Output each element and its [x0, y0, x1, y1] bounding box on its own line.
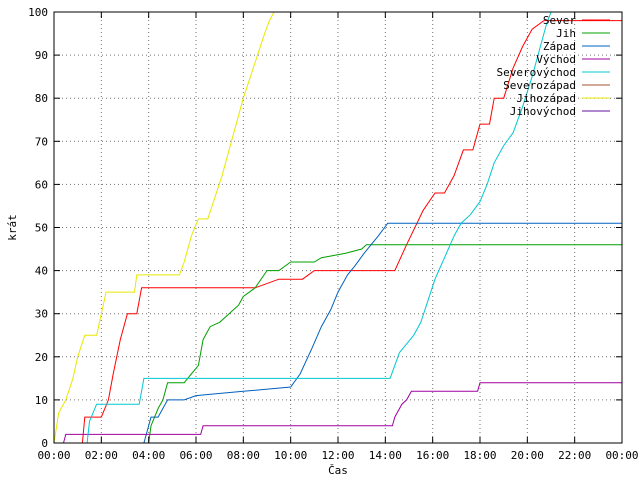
- y-tick-label: 90: [35, 49, 48, 62]
- legend-label: Severozápad: [503, 79, 576, 92]
- y-tick-label: 80: [35, 92, 48, 105]
- series-line-2: [143, 222, 622, 444]
- y-tick-label: 60: [35, 178, 48, 191]
- x-tick-label: 04:00: [132, 449, 165, 462]
- series-line-0: [81, 20, 622, 444]
- y-tick-label: 30: [35, 308, 48, 321]
- legend-label: Jih: [556, 27, 576, 40]
- legend-label: Západ: [543, 40, 576, 53]
- legend-label: Jihovýchod: [510, 105, 576, 118]
- x-tick-label: 20:00: [511, 449, 544, 462]
- y-tick-label: 0: [41, 437, 48, 450]
- series-line-4: [86, 11, 552, 444]
- x-tick-label: 22:00: [558, 449, 591, 462]
- y-tick-label: 20: [35, 351, 48, 364]
- x-tick-label: 14:00: [369, 449, 402, 462]
- y-tick-label: 10: [35, 394, 48, 407]
- x-axis-title: Čas: [328, 464, 348, 477]
- x-tick-label: 18:00: [463, 449, 496, 462]
- x-tick-label: 10:00: [274, 449, 307, 462]
- x-tick-label: 00:00: [37, 449, 70, 462]
- y-tick-label: 100: [28, 6, 48, 19]
- x-tick-label: 08:00: [227, 449, 260, 462]
- legend-label: Severovýchod: [497, 66, 576, 79]
- legend-label: Jihozápad: [516, 92, 576, 105]
- x-tick-label: 12:00: [321, 449, 354, 462]
- legend-label: Východ: [536, 53, 576, 66]
- x-tick-label: 00:00: [605, 449, 638, 462]
- y-tick-label: 50: [35, 222, 48, 235]
- y-tick-label: 40: [35, 265, 48, 278]
- series-line-6: [53, 11, 275, 444]
- axis-ticks: [53, 11, 623, 444]
- y-axis-title: krát: [6, 214, 19, 241]
- series-line-1: [148, 244, 622, 444]
- legend: SeverJihZápadVýchodSeverovýchodSeverozáp…: [497, 14, 610, 118]
- y-tick-label: 70: [35, 135, 48, 148]
- x-tick-label: 02:00: [85, 449, 118, 462]
- series-line-3: [63, 382, 622, 444]
- tick-labels: 0 10 20 30 40 50 60 70 80 90 100 00:00 02:00 04:00 06:…: [28, 6, 638, 462]
- series-lines: [53, 11, 622, 444]
- x-tick-label: 16:00: [416, 449, 449, 462]
- x-tick-label: 06:00: [179, 449, 212, 462]
- legend-label: Sever: [543, 14, 576, 27]
